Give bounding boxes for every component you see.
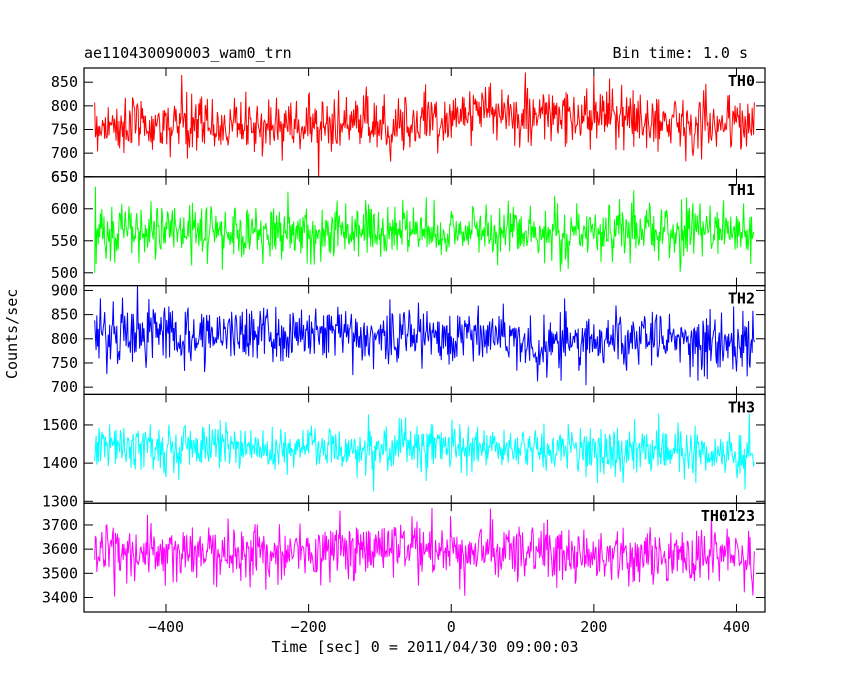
y-tick-label: 700 (51, 144, 78, 162)
series-line-th3 (94, 413, 755, 492)
panel-label-th0123: TH0123 (701, 507, 755, 525)
y-tick-label: 3600 (42, 540, 78, 558)
panel-label-th3: TH3 (728, 398, 755, 416)
y-tick-label: 3500 (42, 564, 78, 582)
y-tick-label: 3400 (42, 588, 78, 606)
x-axis-label: Time [sec] 0 = 2011/04/30 09:00:03 (271, 638, 579, 656)
y-tick-label: 3700 (42, 516, 78, 534)
y-tick-label: 500 (51, 264, 78, 282)
panel-label-th2: TH2 (728, 290, 755, 308)
y-tick-label: 650 (51, 168, 78, 186)
y-tick-label: 750 (51, 120, 78, 138)
panel-frame-th0123 (83, 502, 766, 613)
x-tick-label: 0 (447, 618, 456, 636)
bin-time-label: Bin time: 1.0 s (612, 44, 748, 62)
panel-label-th0: TH0 (728, 72, 755, 90)
series-line-th0123 (94, 508, 755, 597)
y-tick-label: 700 (51, 378, 78, 396)
y-tick-label: 800 (51, 330, 78, 348)
x-tick-label: 400 (723, 618, 750, 636)
y-tick-label: 1500 (42, 416, 78, 434)
series-line-th2 (94, 285, 755, 386)
y-tick-label: 900 (51, 281, 78, 299)
y-tick-label: 550 (51, 232, 78, 250)
y-tick-label: 1400 (42, 454, 78, 472)
y-tick-label: 850 (51, 73, 78, 91)
y-tick-label: 800 (51, 97, 78, 115)
series-line-th0 (94, 72, 755, 177)
y-tick-label: 750 (51, 354, 78, 372)
y-tick-label: 600 (51, 200, 78, 218)
series-line-th1 (94, 186, 755, 273)
y-tick-label: 1300 (42, 492, 78, 510)
y-tick-label: 650 (51, 168, 78, 186)
x-tick-label: 200 (580, 618, 607, 636)
x-tick-label: −200 (291, 618, 327, 636)
panel-label-th1: TH1 (728, 181, 755, 199)
x-tick-label: −400 (148, 618, 184, 636)
plot-title: ae110430090003_wam0_trn (84, 44, 292, 62)
y-tick-label: 850 (51, 306, 78, 324)
